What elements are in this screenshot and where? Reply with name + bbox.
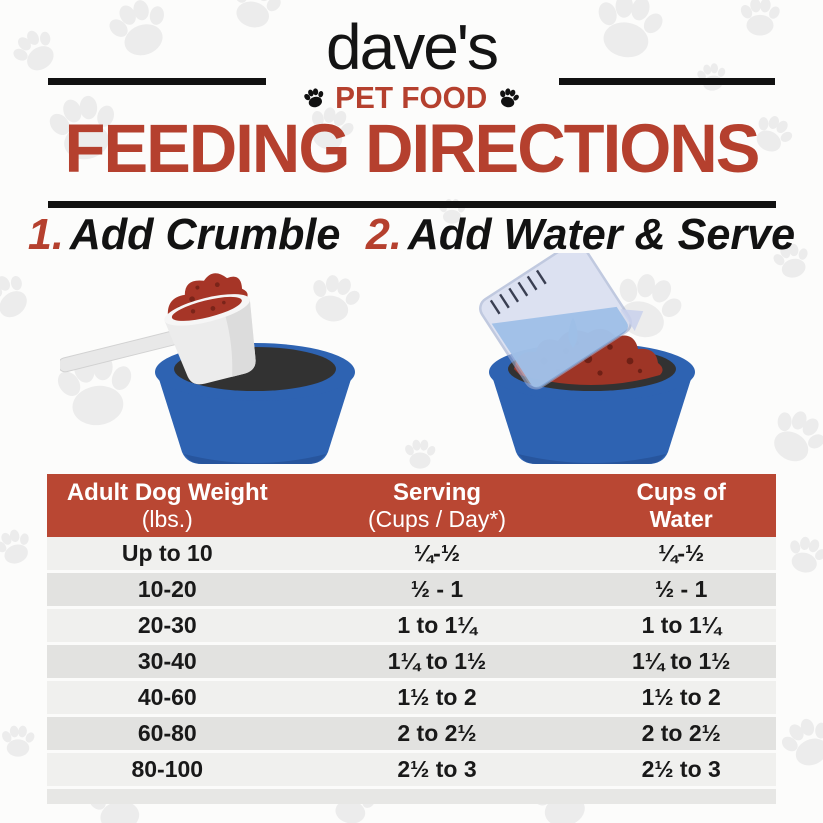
brand-subtitle-row: PET FOOD bbox=[0, 80, 823, 116]
table-cell: 20-30 bbox=[137, 612, 197, 638]
logo-right-rule bbox=[559, 78, 775, 85]
table-cell: ¼-½ bbox=[413, 540, 461, 566]
table-header-row: Adult Dog Weight (lbs.) Serving (Cups / … bbox=[47, 474, 776, 537]
table-cell: 1½ to 2 bbox=[641, 684, 721, 710]
table-cell: ½ - 1 bbox=[654, 576, 708, 602]
table-cell: ½ - 1 bbox=[410, 576, 464, 602]
table-cell: Up to 10 bbox=[121, 540, 213, 566]
table-cell: ¼-½ bbox=[658, 540, 705, 566]
table-row: 60-80 2 to 2½ 2 to 2½ bbox=[47, 717, 776, 753]
table-row: 20-30 1 to 1¼ 1 to 1¼ bbox=[47, 609, 776, 645]
page-title: FEEDING DIRECTIONS bbox=[64, 110, 761, 187]
table-row: 10-20 ½ - 1 ½ - 1 bbox=[47, 573, 776, 609]
step-2-number: 2. bbox=[365, 210, 402, 259]
brand-subtitle: PET FOOD bbox=[335, 80, 488, 115]
table-cell: 1¼ to 1½ bbox=[387, 648, 487, 674]
table-cell: 80-100 bbox=[131, 756, 204, 782]
table-header-serving: Serving (Cups / Day*) bbox=[367, 478, 507, 532]
table-cell: 2 to 2½ bbox=[641, 720, 721, 746]
table-header-weight: Adult Dog Weight (lbs.) bbox=[66, 478, 268, 532]
table-footer-strip bbox=[47, 789, 776, 804]
table-row: 40-60 1½ to 2 1½ to 2 bbox=[47, 681, 776, 717]
step-1-number: 1. bbox=[27, 210, 64, 259]
feeding-table: Adult Dog Weight (lbs.) Serving (Cups / … bbox=[47, 474, 776, 804]
table-row: 30-40 1¼ to 1½ 1¼ to 1½ bbox=[47, 645, 776, 681]
table-cell: 1 to 1¼ bbox=[641, 612, 721, 638]
step-2-label: Add Water & Serve bbox=[407, 210, 796, 259]
table-header-water: Cups of Water bbox=[636, 478, 726, 532]
table-body: Up to 10 ¼-½ ¼-½ 10-20 ½ - 1 ½ - 1 20-30 1 to 1… bbox=[47, 537, 776, 789]
steps-instruction: 1. Add Crumble 2. Add Water & Serve bbox=[8, 209, 815, 261]
table-cell: 40-60 bbox=[137, 684, 197, 710]
scoop-crumble-into-bowl-illustration bbox=[60, 273, 355, 464]
brand-name: dave's bbox=[326, 11, 499, 83]
table-cell: 60-80 bbox=[137, 720, 197, 746]
table-row: Up to 10 ¼-½ ¼-½ bbox=[47, 537, 776, 573]
table-cell: 10-20 bbox=[137, 576, 197, 602]
divider-rule bbox=[48, 201, 776, 208]
table-cell: 30-40 bbox=[137, 648, 197, 674]
pour-water-into-bowl-illustration bbox=[479, 253, 695, 464]
table-row: 80-100 2½ to 3 2½ to 3 bbox=[47, 753, 776, 789]
table-cell: 2 to 2½ bbox=[397, 720, 477, 746]
table-cell: 2½ to 3 bbox=[641, 756, 721, 782]
table-cell: 1¼ to 1½ bbox=[631, 648, 731, 674]
table-cell: 1½ to 2 bbox=[397, 684, 477, 710]
table-cell: 2½ to 3 bbox=[397, 756, 477, 782]
table-cell: 1 to 1¼ bbox=[397, 612, 477, 638]
step-1-label: Add Crumble bbox=[69, 210, 341, 259]
logo-left-rule bbox=[48, 78, 266, 85]
